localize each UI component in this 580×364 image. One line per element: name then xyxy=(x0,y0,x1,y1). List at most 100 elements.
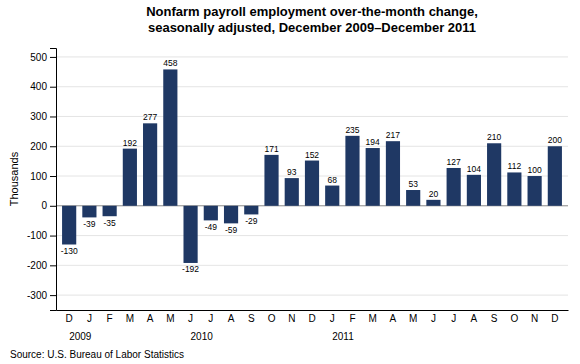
bar xyxy=(123,149,137,206)
y-tick: -100 xyxy=(27,230,56,241)
x-tick: A xyxy=(471,313,478,324)
data-label: 192 xyxy=(123,138,137,148)
axis-line xyxy=(50,49,57,311)
tick-label: N xyxy=(531,313,538,324)
data-label: 68 xyxy=(328,175,338,185)
tick-label: 300 xyxy=(30,111,47,122)
tick-label: N xyxy=(288,313,295,324)
grid xyxy=(56,57,568,295)
bar xyxy=(345,136,359,206)
data-label: 93 xyxy=(287,167,297,177)
x-tick: J xyxy=(451,313,456,324)
data-label: -59 xyxy=(225,225,238,235)
tick-label: M xyxy=(166,313,174,324)
x-tick: D xyxy=(308,313,315,324)
data-label: 112 xyxy=(508,161,522,171)
data-label: 458 xyxy=(163,58,177,68)
axis-line xyxy=(57,310,569,311)
tick-label: D xyxy=(308,313,315,324)
tick-label: A xyxy=(147,313,154,324)
data-label: 200 xyxy=(548,135,562,145)
x-tick: A xyxy=(390,313,397,324)
bar xyxy=(406,190,420,206)
bar xyxy=(285,178,299,206)
data-label: 127 xyxy=(447,157,461,167)
bar xyxy=(467,175,481,206)
tick-label: 100 xyxy=(30,171,47,182)
bar xyxy=(183,206,197,263)
tick-label: D xyxy=(66,313,73,324)
year-label: 2010 xyxy=(191,331,214,342)
x-tick: D xyxy=(551,313,558,324)
x-tick: J xyxy=(431,313,436,324)
bar xyxy=(224,206,238,224)
bar xyxy=(143,123,157,205)
data-label: 171 xyxy=(264,144,278,154)
tick-mark xyxy=(50,295,56,296)
tick-mark xyxy=(50,206,56,207)
tick-mark xyxy=(50,265,56,266)
x-tick: M xyxy=(166,313,174,324)
x-tick: M xyxy=(369,313,377,324)
data-label: -49 xyxy=(205,222,218,232)
x-tick: M xyxy=(409,313,417,324)
bar xyxy=(305,161,319,206)
x-tick: O xyxy=(268,313,276,324)
data-label: -130 xyxy=(61,246,78,256)
data-label: 100 xyxy=(528,165,542,175)
bar xyxy=(487,143,501,206)
tick-label: J xyxy=(188,313,193,324)
tick-label: F xyxy=(349,313,355,324)
tick-label: S xyxy=(491,313,498,324)
tick-label: -300 xyxy=(27,290,47,301)
grid-line xyxy=(56,56,568,57)
data-label: 104 xyxy=(467,164,481,174)
tick-label: 0 xyxy=(41,200,47,211)
tick-mark xyxy=(50,146,56,147)
data-label: -192 xyxy=(182,264,199,274)
source: Source: U.S. Bureau of Labor Statistics xyxy=(10,349,184,360)
tick-label: -100 xyxy=(27,230,47,241)
tick-label: O xyxy=(268,313,276,324)
bar xyxy=(447,168,461,206)
y-tick: 200 xyxy=(30,141,56,152)
bar xyxy=(528,176,542,206)
y-tick: -200 xyxy=(27,260,56,271)
x-tick: O xyxy=(510,313,518,324)
tick-label: D xyxy=(551,313,558,324)
data-label: 194 xyxy=(366,137,380,147)
data-label: 210 xyxy=(487,132,501,142)
data-label: 53 xyxy=(408,179,418,189)
data-label: -35 xyxy=(103,218,116,228)
tick-label: J xyxy=(208,313,213,324)
data-label: 277 xyxy=(143,112,157,122)
tick-label: 500 xyxy=(30,52,47,63)
tick-label: S xyxy=(248,313,255,324)
x-tick: S xyxy=(248,313,255,324)
tick-label: 200 xyxy=(30,141,47,152)
year-label: 2009 xyxy=(69,331,92,342)
tick-mark xyxy=(50,116,56,117)
x-tick: F xyxy=(349,313,355,324)
tick-label: J xyxy=(330,313,335,324)
grid-line xyxy=(56,265,568,266)
tick-label: A xyxy=(228,313,235,324)
data-label: 152 xyxy=(305,150,319,160)
tick-label: A xyxy=(390,313,397,324)
tick-label: J xyxy=(87,313,92,324)
bars xyxy=(62,69,562,263)
grid-line xyxy=(56,235,568,236)
tick-label: F xyxy=(107,313,113,324)
grid-line xyxy=(56,295,568,296)
title: Nonfarm payroll employment over-the-mont… xyxy=(146,4,478,35)
bar xyxy=(366,148,380,206)
bar xyxy=(325,186,339,206)
tick-label: J xyxy=(451,313,456,324)
data-labels: -130-39-35192277458-192-49-59-2917193152… xyxy=(61,58,563,274)
chart: -130-39-35192277458-192-49-59-2917193152… xyxy=(0,0,580,364)
tick-label: J xyxy=(431,313,436,324)
y-tick: 300 xyxy=(30,111,56,122)
x-tick: A xyxy=(228,313,235,324)
bar xyxy=(548,146,562,206)
x-tick: N xyxy=(531,313,538,324)
